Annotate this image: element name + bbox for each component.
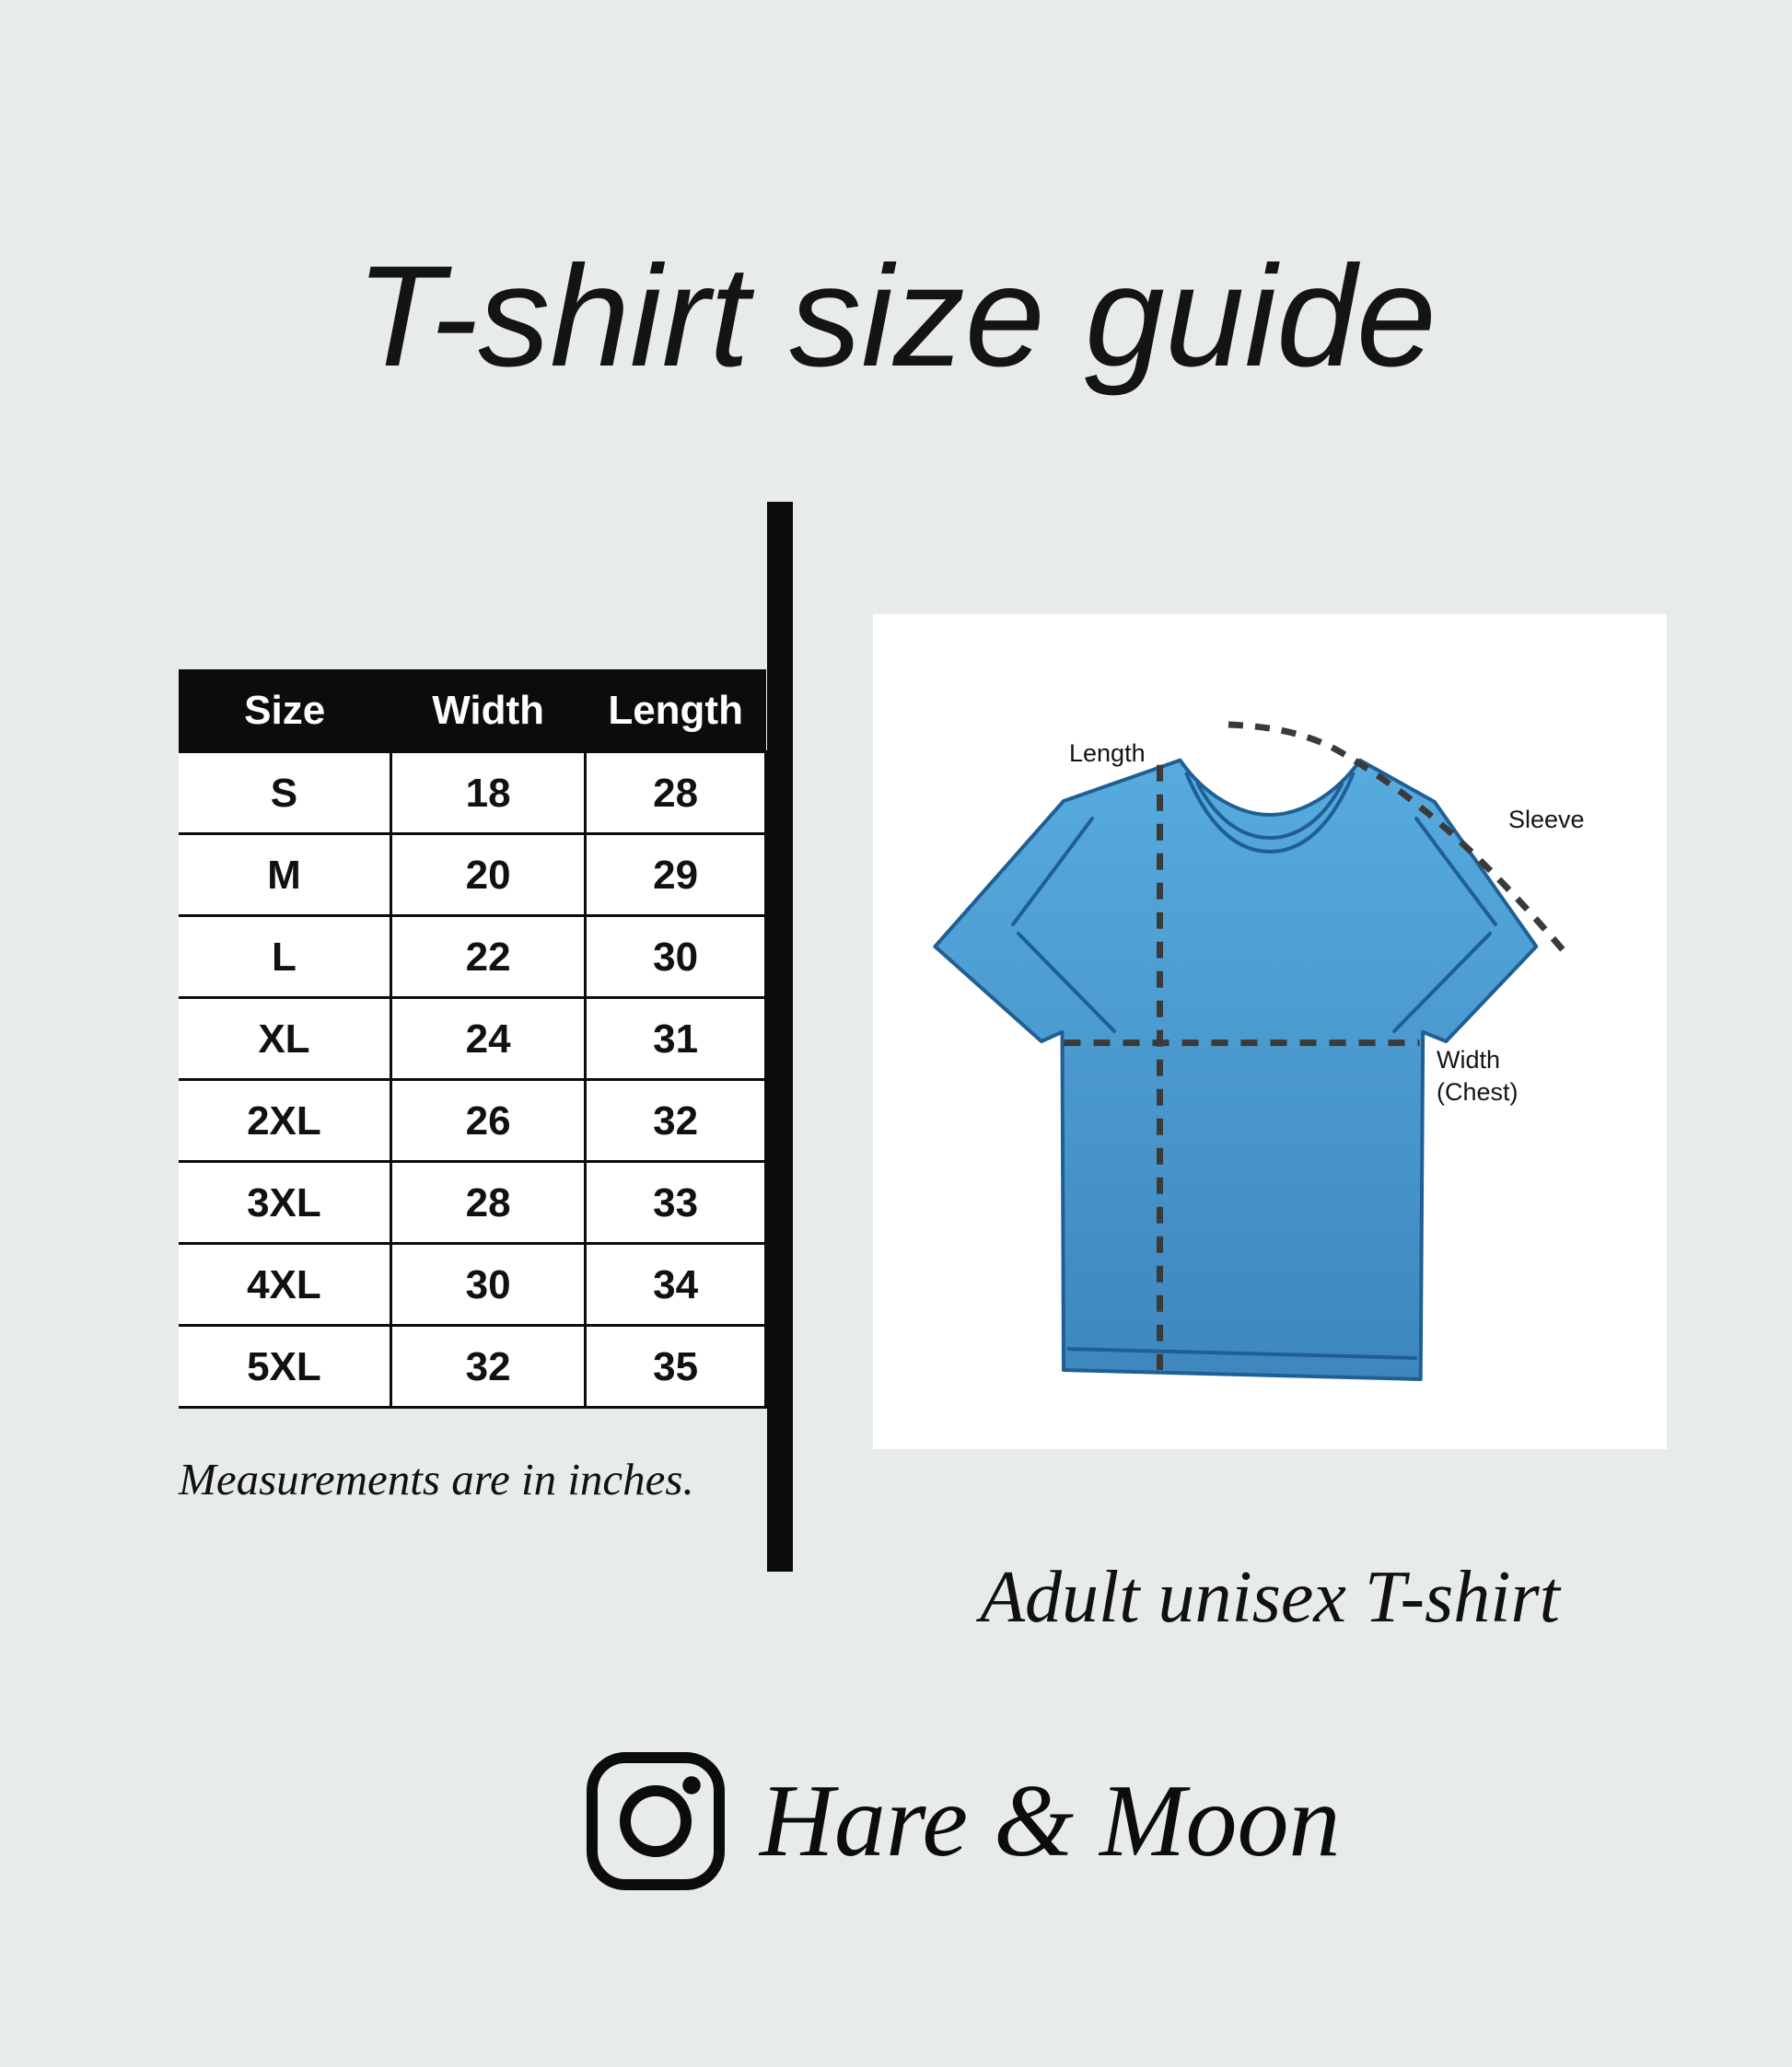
svg-text:Width: Width: [1437, 1046, 1500, 1074]
svg-text:(Chest): (Chest): [1437, 1078, 1519, 1106]
svg-text:Length: Length: [1069, 739, 1146, 767]
svg-text:Sleeve: Sleeve: [1508, 806, 1585, 833]
